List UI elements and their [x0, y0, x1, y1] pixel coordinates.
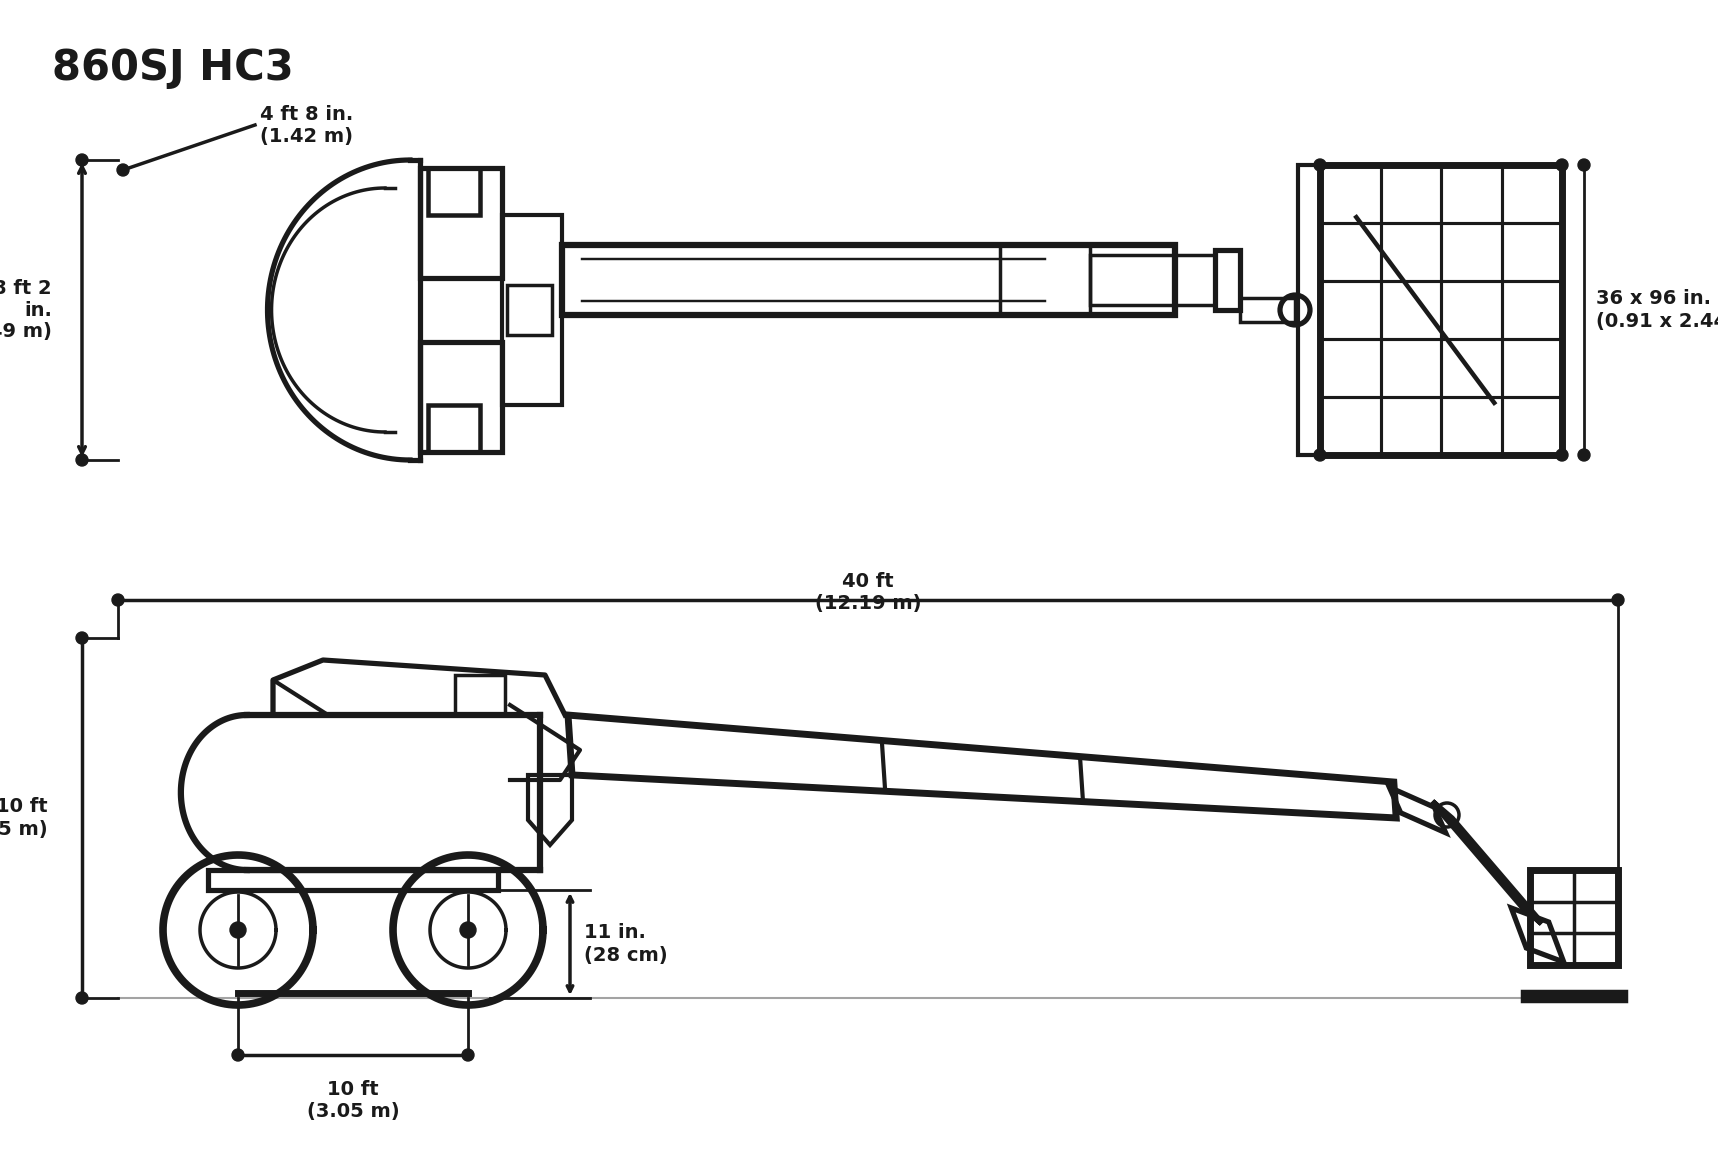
Circle shape — [1314, 160, 1326, 171]
Text: 40 ft
(12.19 m): 40 ft (12.19 m) — [814, 572, 921, 613]
Bar — [1522, 991, 1625, 1001]
Bar — [502, 215, 562, 405]
Text: 36 x 96 in.
(0.91 x 2.44 m): 36 x 96 in. (0.91 x 2.44 m) — [1596, 289, 1718, 331]
Circle shape — [1579, 449, 1589, 461]
Bar — [419, 342, 502, 452]
Bar — [455, 675, 505, 716]
Bar — [208, 870, 498, 890]
Bar — [1319, 165, 1562, 455]
Circle shape — [117, 164, 129, 176]
Bar — [507, 286, 551, 335]
Bar — [1215, 250, 1240, 310]
Bar — [1531, 870, 1618, 965]
Text: 860SJ HC3: 860SJ HC3 — [52, 47, 294, 89]
Polygon shape — [527, 775, 572, 845]
Circle shape — [462, 1048, 474, 1061]
Bar — [1299, 165, 1319, 455]
Bar — [428, 168, 479, 215]
Bar — [1240, 298, 1295, 323]
Circle shape — [76, 992, 88, 1005]
Bar — [419, 168, 502, 277]
Text: 10 ft
(3.05 m): 10 ft (3.05 m) — [0, 798, 48, 838]
Bar — [428, 405, 479, 452]
Text: 11 in.
(28 cm): 11 in. (28 cm) — [584, 924, 668, 964]
Text: 4 ft 8 in.
(1.42 m): 4 ft 8 in. (1.42 m) — [259, 105, 354, 146]
Circle shape — [232, 1048, 244, 1061]
Circle shape — [1557, 449, 1569, 461]
Circle shape — [460, 922, 476, 938]
Text: 10 ft
(3.05 m): 10 ft (3.05 m) — [308, 1080, 399, 1121]
Bar — [562, 245, 1175, 314]
Circle shape — [76, 632, 88, 644]
Circle shape — [112, 594, 124, 606]
Circle shape — [230, 922, 246, 938]
Circle shape — [1579, 160, 1589, 171]
Circle shape — [76, 454, 88, 466]
Text: 8 ft 2
in.
(2.49 m): 8 ft 2 in. (2.49 m) — [0, 279, 52, 341]
Circle shape — [76, 154, 88, 166]
Circle shape — [1611, 594, 1624, 606]
Circle shape — [1314, 449, 1326, 461]
Bar — [1089, 255, 1215, 305]
Circle shape — [1557, 160, 1569, 171]
